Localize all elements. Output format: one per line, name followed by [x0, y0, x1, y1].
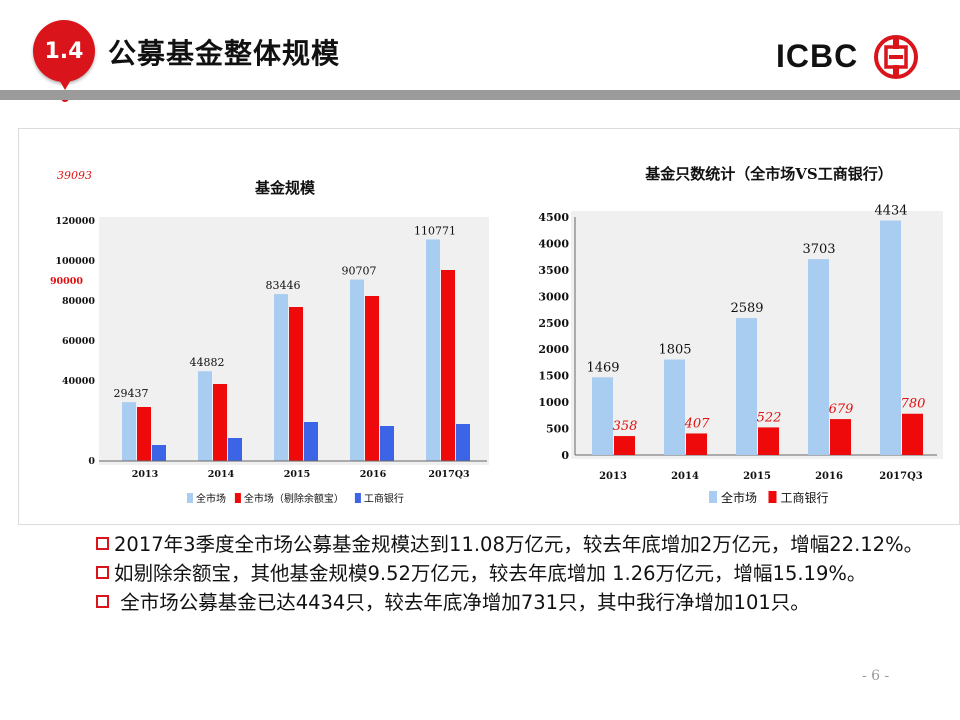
bar: [198, 371, 212, 461]
bar: [426, 239, 440, 461]
bar: [152, 445, 166, 461]
legend-swatch: [768, 491, 777, 503]
x-tick-label: 2014: [208, 469, 235, 480]
bar: [830, 419, 851, 455]
x-tick-label: 2014: [671, 471, 699, 482]
y-tick-label: 40000: [62, 376, 95, 387]
bar: [664, 359, 685, 455]
data-label: 110771: [414, 224, 456, 237]
bar: [614, 436, 635, 455]
y-tick-label: 3500: [538, 264, 569, 277]
bullet-square-icon: [96, 566, 109, 579]
fund-scale-chart: 基金规模 39093 0 40000 60000 80000 90000 100000 1200…: [50, 169, 489, 505]
x-tick-label: 2017Q3: [428, 469, 469, 480]
data-label: 1469: [586, 360, 619, 375]
data-label: 522: [757, 410, 782, 425]
y-tick-label: 3000: [538, 290, 569, 303]
bullet-item: 2017年3季度全市场公募基金规模达到11.08万亿元，较去年底增加2万亿元，增…: [96, 530, 946, 559]
bar: [228, 438, 242, 461]
icbc-logo-icon: [874, 35, 918, 79]
header-divider: [0, 90, 960, 100]
legend-swatch: [709, 491, 717, 503]
bar: [380, 426, 394, 461]
data-label: 780: [901, 397, 926, 412]
y-tick-label: 100000: [55, 256, 95, 267]
data-label: 44882: [190, 356, 225, 369]
data-label: 29437: [114, 387, 149, 400]
stray-label: 39093: [57, 169, 92, 182]
data-label: 679: [829, 402, 854, 417]
bar: [441, 270, 455, 461]
x-tick-label: 2015: [284, 469, 310, 480]
y-tick-label: 2500: [538, 317, 569, 330]
bar: [289, 307, 303, 461]
legend-label: 全市场: [196, 492, 226, 505]
data-label: 83446: [266, 279, 301, 292]
bullet-item: 全市场公募基金已达4434只，较去年底净增加731只，其中我行净增加101只。: [96, 588, 946, 617]
bar: [350, 279, 364, 461]
bar: [213, 384, 227, 461]
x-tick-label: 2013: [132, 469, 158, 480]
bar: [122, 402, 136, 461]
chart-title: 基金规模: [254, 179, 316, 197]
y-tick-label: 80000: [62, 296, 95, 307]
bar: [902, 413, 923, 455]
data-label: 2589: [730, 301, 763, 316]
badge-pointer: [58, 78, 72, 90]
bar: [274, 294, 288, 461]
y-tick-label: 0: [88, 456, 95, 467]
chart-title: 基金只数统计（全市场VS工商银行）: [644, 165, 892, 183]
page-number: - 6 -: [862, 668, 890, 684]
fund-count-chart: 基金只数统计（全市场VS工商银行） 0 500 1000 1500 2000 2500 300…: [538, 165, 943, 505]
bar: [365, 296, 379, 461]
bullet-square-icon: [96, 537, 109, 550]
bar: [456, 424, 470, 461]
x-tick-label: 2017Q3: [879, 471, 923, 482]
data-label: 1805: [658, 343, 691, 358]
x-tick-label: 2016: [815, 471, 843, 482]
slide-header: 1.4 公募基金整体规模 ICBC: [0, 0, 960, 102]
data-label: 3703: [802, 242, 835, 257]
legend-swatch: [354, 493, 361, 503]
y-tick-label: 1000: [538, 396, 569, 409]
y-tick-label: 0: [561, 449, 569, 462]
legend-label: 全市场: [721, 490, 757, 505]
x-tick-label: 2015: [743, 471, 771, 482]
legend-swatch: [234, 493, 241, 503]
x-tick-label: 2013: [599, 471, 627, 482]
y-tick-label: 60000: [62, 336, 95, 347]
slide-title: 公募基金整体规模: [108, 37, 341, 70]
data-label: 407: [684, 416, 711, 431]
bar: [304, 422, 318, 461]
bar: [880, 220, 901, 455]
bar: [686, 433, 707, 455]
bullet-square-icon: [96, 595, 109, 608]
y-tick-label: 4000: [538, 237, 569, 250]
brand-name: ICBC: [776, 38, 859, 74]
data-label: 4434: [874, 203, 907, 218]
legend-label: 工商银行: [781, 490, 829, 505]
data-label: 90707: [342, 265, 377, 278]
legend-label: 工商银行: [364, 492, 404, 505]
legend-swatch: [187, 493, 193, 503]
section-badge: 1.4: [33, 20, 95, 82]
data-label: 358: [613, 419, 638, 434]
y-tick-label: 500: [546, 423, 569, 436]
bar: [736, 318, 757, 455]
y-tick-label: 1500: [538, 370, 569, 383]
y-tick-label: 120000: [55, 216, 95, 227]
charts-panel: 基金规模 39093 0 40000 60000 80000 90000 100000 1200…: [18, 128, 960, 525]
bullet-list: 2017年3季度全市场公募基金规模达到11.08万亿元，较去年底增加2万亿元，增…: [96, 530, 946, 617]
x-tick-label: 2016: [360, 469, 387, 480]
bar: [808, 259, 829, 455]
y-tick-label: 2000: [538, 343, 569, 356]
legend-label: 全市场（剔除余额宝）: [244, 492, 344, 505]
y-tick-label: 90000: [50, 276, 83, 287]
bar: [758, 427, 779, 455]
bullet-item: 如剔除余额宝，其他基金规模9.52万亿元，较去年底增加 1.26万亿元，增幅15…: [96, 559, 946, 588]
y-tick-label: 4500: [538, 211, 569, 224]
bar: [137, 407, 151, 461]
bar: [592, 377, 613, 455]
